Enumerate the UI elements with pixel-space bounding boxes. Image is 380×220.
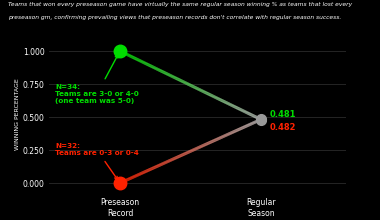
Text: 0.482: 0.482	[269, 123, 296, 132]
Text: preseason gm, confirming prevailing views that preseason records don't correlate: preseason gm, confirming prevailing view…	[8, 15, 341, 20]
Text: N=34:
Teams are 3-0 or 4-0
(one team was 5-0): N=34: Teams are 3-0 or 4-0 (one team was…	[55, 55, 139, 104]
Text: N=32:
Teams are 0-3 or 0-4: N=32: Teams are 0-3 or 0-4	[55, 143, 139, 180]
Text: 0.481: 0.481	[269, 110, 296, 119]
Text: Teams that won every preseason game have virtually the same regular season winni: Teams that won every preseason game have…	[8, 2, 352, 7]
Y-axis label: WINNING PERCENTAGE: WINNING PERCENTAGE	[15, 79, 20, 150]
